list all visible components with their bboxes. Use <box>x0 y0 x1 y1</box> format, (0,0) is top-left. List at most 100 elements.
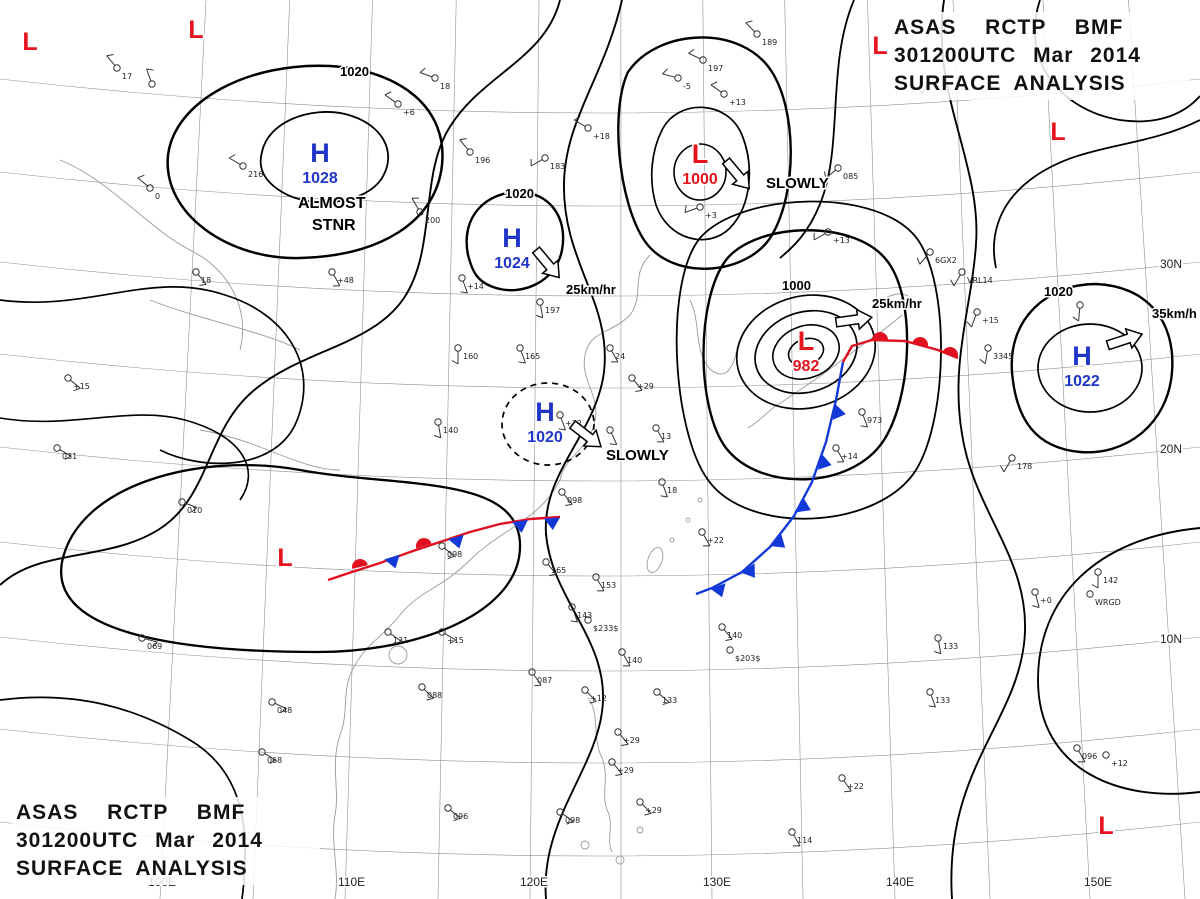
station-plot: 098 <box>556 808 580 825</box>
longitude-label: 140E <box>886 875 914 889</box>
analysis-datetime: 301200UTC Mar 2014 <box>894 44 1141 67</box>
wind-barb <box>1078 750 1086 763</box>
isobar-l982-r3 <box>754 309 858 395</box>
wind-barb-tick <box>745 20 753 24</box>
wind-barb <box>623 654 631 667</box>
station-circle <box>1031 588 1039 596</box>
longitude-label: 120E <box>520 875 548 889</box>
station-value: +12 <box>1111 759 1128 768</box>
stationary-front-line <box>327 515 561 582</box>
station-plot: 183 <box>530 154 565 171</box>
wind-barb <box>723 629 733 640</box>
station-circle <box>699 56 707 64</box>
analysis-id: ASAS RCTP BMF <box>894 16 1124 39</box>
wind-barb-tick <box>384 91 392 96</box>
wind-barb-tick <box>635 389 643 392</box>
station-circle <box>438 542 446 550</box>
station-plot: 196 <box>459 138 490 165</box>
wind-barb <box>919 254 929 265</box>
cold-front-pip <box>817 454 832 470</box>
pressure-center-letter: H <box>502 223 522 253</box>
station-value: 031 <box>62 452 77 461</box>
isobar-l1000-inner <box>673 143 727 201</box>
wind-barb-tick <box>137 174 145 179</box>
wind-barb-tick <box>725 638 733 641</box>
station-value: 18 <box>201 276 211 285</box>
station-circle <box>434 418 442 426</box>
station-circle <box>268 698 276 706</box>
wind-barb <box>384 94 396 103</box>
station-circle <box>64 374 72 382</box>
station-value: 18 <box>667 486 677 495</box>
station-plot: 3345 <box>979 344 1013 365</box>
station-circle <box>458 274 466 282</box>
station-circle <box>113 64 121 72</box>
coast-island <box>580 840 590 850</box>
wind-barb <box>333 274 341 287</box>
station-circle <box>838 774 846 782</box>
wind-barb <box>688 52 701 60</box>
wind-barb-tick <box>660 495 668 498</box>
station-circle <box>556 411 564 419</box>
isobar-l1000-mid <box>650 106 751 241</box>
wind-barb <box>619 734 629 745</box>
station-circle <box>1076 301 1084 309</box>
latitude-label: 10N <box>1160 632 1182 646</box>
wind-barb-tick <box>688 48 695 54</box>
wind-barb <box>657 430 665 443</box>
isobar-1020-nw <box>166 64 444 260</box>
wind-barb <box>228 157 241 165</box>
station-value: 131 <box>393 636 408 645</box>
station-circle <box>1008 454 1016 462</box>
station-value: 143 <box>577 611 592 620</box>
station-value: +6 <box>403 108 415 117</box>
station-plot: 048 <box>268 698 292 715</box>
station-value: 165 <box>551 566 566 575</box>
wind-barb <box>462 280 468 294</box>
station-value: 160 <box>463 352 478 361</box>
wind-barb <box>438 425 442 438</box>
station-circle <box>556 808 564 816</box>
wind-barb-tick <box>928 705 936 708</box>
station-value: +14 <box>841 452 858 461</box>
coast-luzon <box>587 697 613 853</box>
wind-barb <box>971 314 977 328</box>
station-value: +15 <box>982 316 999 325</box>
station-circle <box>466 148 474 156</box>
wind-barb-tick <box>534 684 542 687</box>
station-plot: +14 <box>458 274 484 294</box>
station-circle <box>581 686 589 694</box>
station-plot: 17 <box>106 54 132 81</box>
wind-barb <box>59 449 72 457</box>
trough-dashed <box>501 382 595 466</box>
wind-barb-tick <box>269 759 277 764</box>
cold-front-pip <box>741 563 755 578</box>
wind-barb-tick <box>146 68 154 71</box>
station-circle <box>258 748 266 756</box>
station-value: 096 <box>1082 752 1097 761</box>
wind-barb <box>597 579 605 592</box>
station-value: 196 <box>475 156 490 165</box>
isobar-top-right <box>993 119 1200 269</box>
station-plot: 114 <box>788 828 812 847</box>
station-value: 114 <box>797 836 812 845</box>
wind-barb <box>613 764 623 775</box>
station-circle <box>788 828 796 836</box>
station-plot: 200 <box>411 197 440 225</box>
wind-barb-tick <box>419 67 426 73</box>
station-plot: 096 <box>444 804 468 822</box>
station-plot: 088 <box>418 683 442 701</box>
station-plot: -5 <box>662 68 691 91</box>
station-circle <box>568 603 576 611</box>
station-circle <box>1073 744 1081 752</box>
station-plot: +14 <box>832 444 858 463</box>
coast-island <box>615 855 625 865</box>
isobar-1000-l982 <box>702 229 909 481</box>
wind-barb-tick <box>152 641 158 648</box>
wind-barb <box>703 534 711 547</box>
wind-barb-tick <box>426 697 434 701</box>
wind-barb-tick <box>950 279 955 287</box>
wind-barb <box>837 450 845 463</box>
wind-barb-tick <box>589 700 597 704</box>
station-plot: +29 <box>628 374 654 392</box>
